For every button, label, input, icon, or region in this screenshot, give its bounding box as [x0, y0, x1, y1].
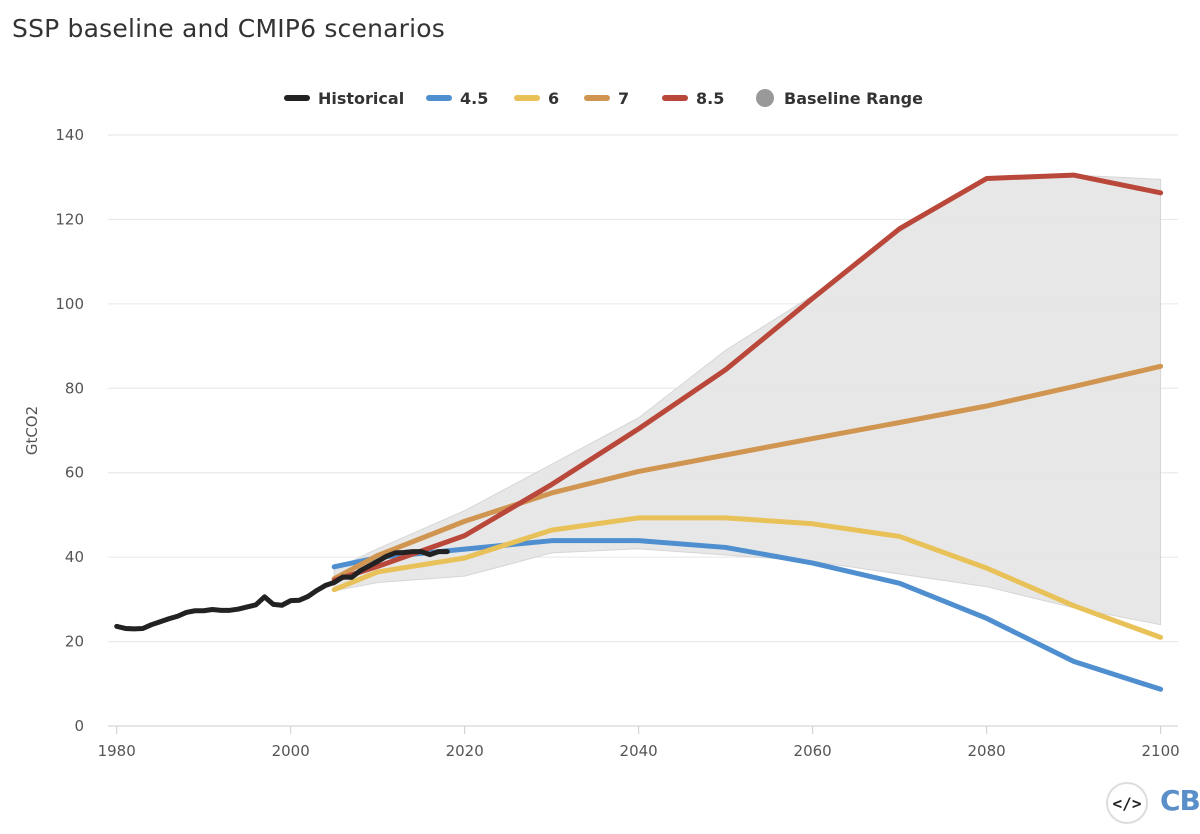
x-tick-label-2000: 2000	[272, 742, 310, 760]
legend-item-8-5[interactable]: 8.5	[662, 84, 724, 112]
x-tick-label-1980: 1980	[98, 742, 136, 760]
legend-swatch	[662, 95, 688, 101]
x-tick-label-2060: 2060	[794, 742, 832, 760]
series-line-8-5	[331, 172, 1164, 583]
legend-item-4-5[interactable]: 4.5	[426, 84, 488, 112]
legend: Historical 4.5 6 7 8.5 Baseline Range	[0, 84, 1200, 112]
legend-swatch	[584, 95, 610, 101]
y-tick-label-80: 80	[65, 379, 84, 397]
legend-label: Baseline Range	[784, 88, 923, 108]
legend-swatch	[284, 95, 310, 101]
legend-label: 6	[548, 88, 560, 108]
legend-item-baseline-range[interactable]: Baseline Range	[756, 84, 923, 112]
x-tick-label-2100: 2100	[1142, 742, 1180, 760]
legend-item-6[interactable]: 6	[514, 84, 559, 112]
y-tick-label-20: 20	[65, 633, 84, 651]
y-tick-label-0: 0	[74, 717, 84, 735]
embed-glyph: </>	[1112, 793, 1142, 813]
legend-label: Historical	[318, 88, 405, 108]
series-line-7	[331, 363, 1164, 582]
y-tick-label-40: 40	[65, 548, 84, 566]
legend-swatch	[514, 95, 540, 101]
baseline-range-band	[333, 174, 1162, 626]
series-line-6	[331, 515, 1164, 640]
legend-label: 7	[618, 88, 630, 108]
x-tick-label-2020: 2020	[446, 742, 484, 760]
x-tick-label-2080: 2080	[968, 742, 1006, 760]
y-tick-label-60: 60	[65, 464, 84, 482]
legend-label: 4.5	[460, 88, 489, 108]
legend-swatch	[426, 95, 452, 101]
y-axis-label: GtCO2	[23, 406, 41, 455]
chart-title: SSP baseline and CMIP6 scenarios	[12, 14, 445, 43]
x-tick-label-2040: 2040	[620, 742, 658, 760]
legend-label: 8.5	[696, 88, 725, 108]
y-tick-label-120: 120	[55, 210, 84, 228]
legend-item-7[interactable]: 7	[584, 84, 629, 112]
carbon-brief-logo: CB	[1160, 784, 1200, 817]
legend-swatch	[756, 89, 774, 107]
y-tick-label-100: 100	[55, 295, 84, 313]
y-tick-label-140: 140	[55, 126, 84, 144]
series-line-historical	[114, 549, 450, 632]
code-embed-icon[interactable]: </>	[1106, 782, 1148, 824]
legend-item-historical[interactable]: Historical	[284, 84, 404, 112]
